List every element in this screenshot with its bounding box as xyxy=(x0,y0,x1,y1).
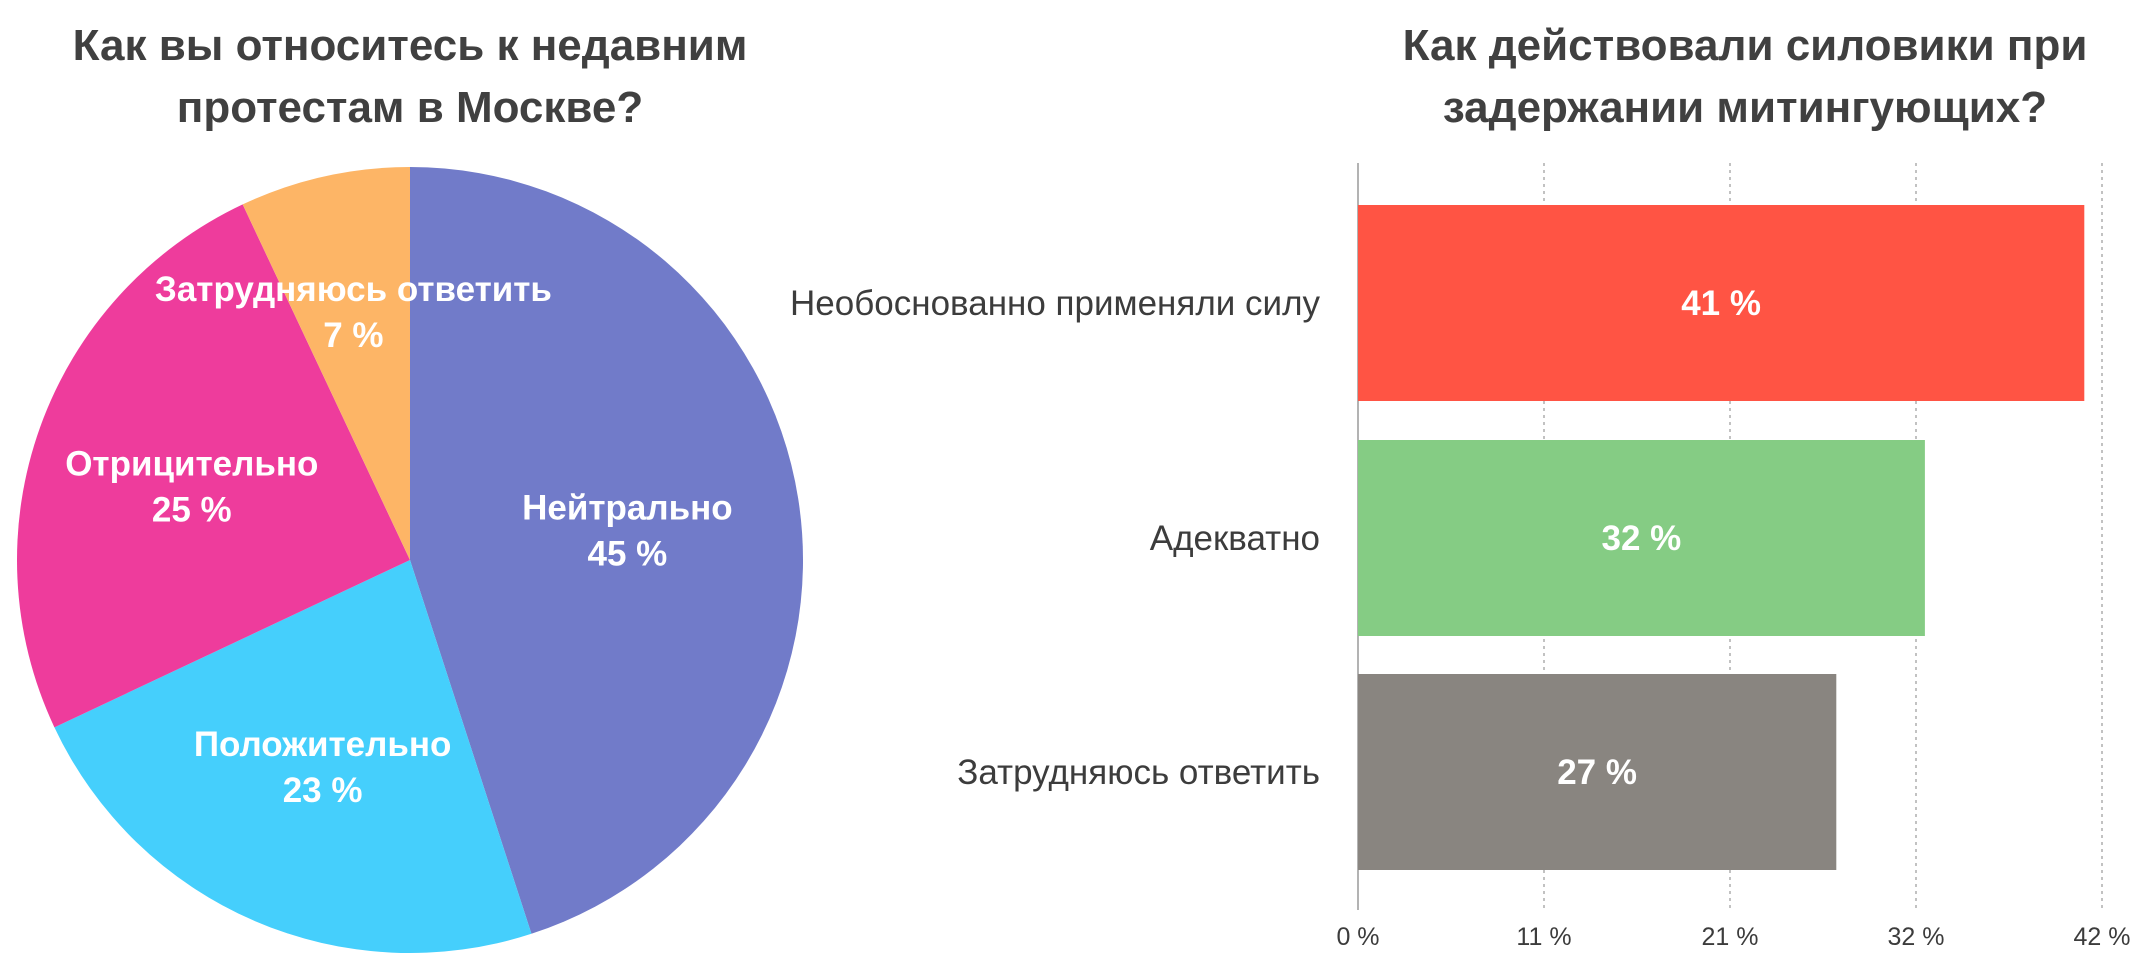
bar-tick-label: 32 % xyxy=(1888,923,1945,951)
pie-slice-label: Затрудняюсь ответить xyxy=(155,270,552,309)
bar-value-label: 32 % xyxy=(1602,519,1682,558)
pie-slice-value-label: 25 % xyxy=(152,491,232,530)
bar-category-labels: Необоснованно применяли силу Адекватно Зат… xyxy=(790,284,1320,792)
pie-slice-value-label: 7 % xyxy=(323,316,383,355)
bar-category-label: Необоснованно применяли силу xyxy=(790,284,1320,323)
bar-tick-label: 21 % xyxy=(1702,923,1759,951)
bar xyxy=(1358,440,1925,636)
bar xyxy=(1358,205,2085,401)
pie-chart-title-line-1: Как вы относитесь к недавним xyxy=(73,21,748,70)
pie-chart: Как вы относитесь к недавним протестам в… xyxy=(16,21,804,954)
pie-slice-label: Положительно xyxy=(194,725,452,764)
pie-slice xyxy=(54,560,532,954)
bar-value-label: 27 % xyxy=(1557,753,1637,792)
pie-slice xyxy=(16,204,410,728)
bar-tick-label: 42 % xyxy=(2074,923,2131,951)
bar-chart: Как действовали силовики при задержании … xyxy=(790,21,2130,951)
bar-tick-labels: 0 % 11 % 21 % 32 % 42 % xyxy=(1336,923,2130,951)
pie-slice xyxy=(410,167,804,934)
bar-category-label: Адекватно xyxy=(1150,519,1320,558)
bar-tick-label: 11 % xyxy=(1516,923,1571,951)
pie-slice-label: Отрицительно xyxy=(65,445,318,484)
pie-labels: Нейтрально 45 % Положительно 23 % Отрицитель… xyxy=(65,270,732,810)
bar-tick-label: 0 % xyxy=(1336,923,1379,951)
bar-chart-title-line-2: задержании митингующих? xyxy=(1443,83,2047,132)
pie-slice-value-label: 45 % xyxy=(588,535,668,574)
bar-chart-title-line-1: Как действовали силовики при xyxy=(1403,21,2088,70)
pie-slice-value-label: 23 % xyxy=(283,771,363,810)
bar-bars xyxy=(1358,205,2085,870)
pie-slices xyxy=(16,167,804,954)
pie-slice-label: Нейтрально xyxy=(522,489,733,528)
pie-chart-title-line-2: протестам в Москве? xyxy=(177,83,643,132)
pie-slice xyxy=(242,167,410,560)
bar xyxy=(1358,674,1837,870)
bar-category-label: Затрудняюсь ответить xyxy=(957,753,1320,792)
bar-value-label: 41 % xyxy=(1681,284,1761,323)
bar-value-labels: 41 % 32 % 27 % xyxy=(1557,284,1761,792)
